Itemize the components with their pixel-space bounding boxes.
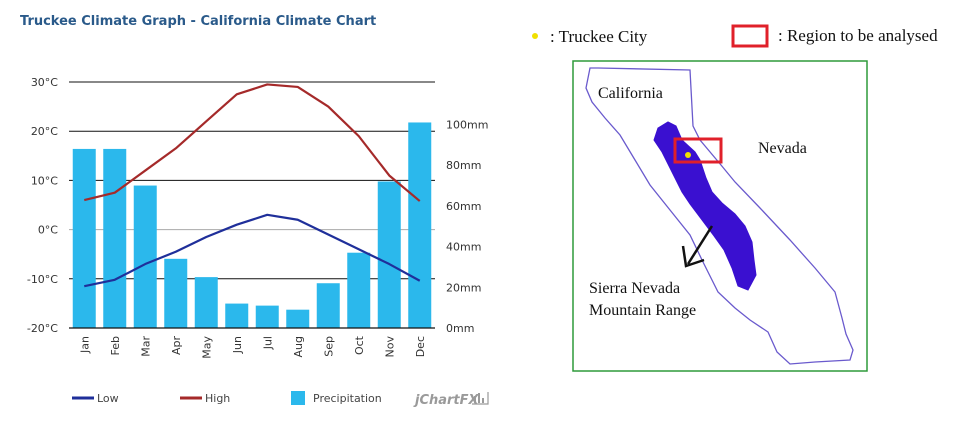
- month-label: Jul: [261, 336, 274, 350]
- precipitation-bar: [347, 252, 371, 328]
- precipitation-bar: [255, 305, 279, 328]
- month-label: Sep: [322, 336, 335, 357]
- month-label: Mar: [139, 336, 152, 357]
- left-tick-label: -20°C: [27, 322, 58, 335]
- right-tick-label: 40mm: [446, 241, 481, 254]
- month-label: Dec: [414, 336, 427, 357]
- high-temperature-line: [83, 83, 421, 202]
- label-california: California: [598, 85, 663, 102]
- precipitation-bar: [194, 277, 218, 328]
- right-tick-label: 60mm: [446, 200, 481, 213]
- key-region-label: : Region to be analysed: [778, 26, 938, 45]
- low-temperature-line: [84, 213, 421, 288]
- legend-low-label: Low: [97, 392, 119, 405]
- right-tick-label: 80mm: [446, 159, 481, 172]
- bar-layer: [72, 122, 432, 328]
- california-outline: [585, 67, 854, 365]
- sierra-nevada-range: [653, 121, 757, 291]
- key-city-dot: [532, 33, 538, 39]
- key-region-swatch: [731, 24, 769, 48]
- month-label: May: [200, 336, 213, 359]
- left-tick-label: 0°C: [38, 224, 58, 237]
- month-label: Nov: [383, 336, 396, 358]
- left-tick-label: -10°C: [27, 273, 58, 286]
- axis-layer: 30°C 20°C 10°C 0°C -10°C -20°C 100mm 80mm 60mm 40…: [27, 76, 489, 359]
- precipitation-bar: [377, 181, 401, 328]
- month-label: Aug: [292, 336, 305, 357]
- chart-title: Truckee Climate Graph - California Clima…: [20, 14, 377, 29]
- range-arrow: [681, 225, 714, 268]
- left-tick-label: 20°C: [31, 125, 58, 138]
- label-nevada: Nevada: [758, 140, 807, 157]
- climate-chart: 30°C 20°C 10°C 0°C -10°C -20°C 100mm 80mm 60mm 40…: [27, 76, 489, 408]
- month-label: Jun: [231, 336, 244, 354]
- legend-high-label: High: [205, 392, 230, 405]
- brand-logo: jChartFX: [413, 393, 480, 408]
- label-range-line1: Sierra Nevada: [589, 280, 680, 297]
- month-label: Jan: [78, 336, 91, 354]
- legend: Low High Precipitation: [72, 391, 382, 405]
- precipitation-bar: [225, 303, 249, 328]
- month-label: Feb: [109, 336, 122, 355]
- truckee-city-dot: [685, 152, 691, 158]
- grid-layer: [69, 81, 435, 329]
- left-tick-label: 30°C: [31, 76, 58, 89]
- label-range-line2: Mountain Range: [589, 302, 696, 319]
- month-label: Apr: [170, 336, 183, 356]
- key-city-label: : Truckee City: [550, 27, 648, 46]
- right-tick-label: 20mm: [446, 281, 481, 294]
- precipitation-bar: [72, 148, 96, 328]
- precipitation-bar: [164, 258, 188, 328]
- right-tick-label: 100mm: [446, 119, 488, 132]
- legend-precipitation-swatch: [291, 391, 305, 405]
- precipitation-bar: [133, 185, 157, 328]
- right-tick-label: 0mm: [446, 322, 474, 335]
- month-label: Oct: [353, 335, 366, 355]
- precipitation-bar: [316, 283, 340, 328]
- line-layer: [83, 83, 421, 288]
- left-tick-label: 10°C: [31, 174, 58, 187]
- precipitation-bar: [286, 309, 310, 328]
- region-box: [673, 137, 723, 164]
- brand-chart-icon: [472, 392, 489, 405]
- legend-precipitation-label: Precipitation: [313, 392, 382, 405]
